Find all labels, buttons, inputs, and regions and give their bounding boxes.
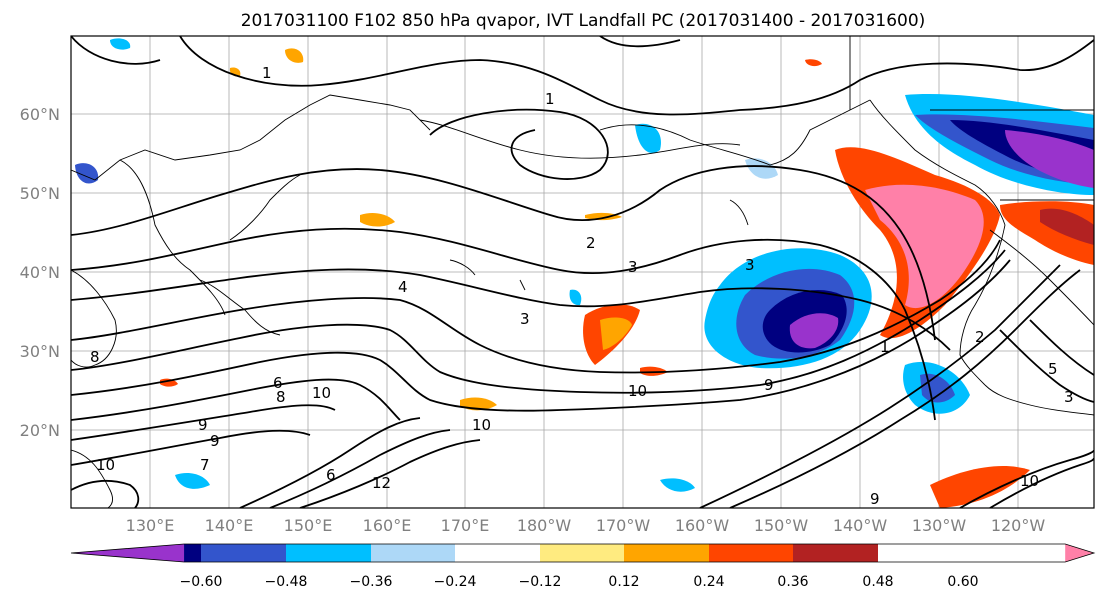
colorbar-tick-label: 0.36 xyxy=(777,574,808,590)
colorbar-arrow-left xyxy=(71,544,185,562)
contour-label: 10 xyxy=(96,456,115,474)
longitude-label: 160°W xyxy=(675,516,730,535)
colorbar-tick-label: −0.36 xyxy=(350,574,393,590)
latitude-labels: 60°N 50°N 40°N 30°N 20°N xyxy=(20,105,60,440)
contour-label: 2 xyxy=(975,328,985,346)
longitude-label: 150°E xyxy=(284,516,333,535)
contour-lines xyxy=(71,36,1094,508)
contour-label: 3 xyxy=(745,256,755,274)
contour-label-group: 1 1 2 3 4 6 8 9 10 10 10 9 3 2 1 12 10 9… xyxy=(90,64,1074,508)
longitude-label: 170°W xyxy=(596,516,651,535)
colorbar-segment xyxy=(371,544,455,562)
contour-label: 5 xyxy=(1048,360,1058,378)
colorbar-segment xyxy=(540,544,624,562)
latitude-label: 30°N xyxy=(20,342,60,361)
latitude-label: 50°N xyxy=(20,184,60,203)
colorbar-segment xyxy=(201,544,286,562)
longitude-label: 140°E xyxy=(205,516,254,535)
colorbar-segment xyxy=(184,544,201,562)
longitude-label: 160°E xyxy=(363,516,412,535)
map-border xyxy=(70,35,1095,509)
longitude-label: 140°W xyxy=(833,516,888,535)
colorbar-arrow-right xyxy=(1065,544,1094,562)
contour-label: 3 xyxy=(520,310,530,328)
colorbar-outline xyxy=(70,543,1096,563)
negative-pc-shading xyxy=(75,38,1094,492)
colorbar-tick-label: −0.24 xyxy=(434,574,477,590)
colorbar-tick-label: 0.60 xyxy=(947,574,978,590)
contour-label: 9 xyxy=(198,416,208,434)
contour-label: 12 xyxy=(372,474,391,492)
colorbar-tick-label: −0.60 xyxy=(180,574,223,590)
longitude-label: 170°E xyxy=(441,516,490,535)
contour-label: 2 xyxy=(586,234,596,252)
contour-label: 1 xyxy=(545,90,555,108)
contour-label: 9 xyxy=(870,490,880,508)
colorbar-tick-label: 0.48 xyxy=(862,574,893,590)
colorbar-tick-label: −0.48 xyxy=(265,574,308,590)
contour-label: 7 xyxy=(200,456,210,474)
colorbar-tick-labels: −0.60 −0.48 −0.36 −0.24 −0.12 0.12 0.24 … xyxy=(180,574,979,590)
colorbar-tick-label: 0.12 xyxy=(608,574,639,590)
contour-label: 8 xyxy=(276,388,286,406)
longitude-label: 120°W xyxy=(991,516,1046,535)
longitude-label: 180°W xyxy=(517,516,572,535)
longitude-label: 130°W xyxy=(912,516,967,535)
map-title: 2017031100 F102 850 hPa qvapor, IVT Land… xyxy=(241,11,926,31)
contour-label: 10 xyxy=(312,384,331,402)
latitude-label: 40°N xyxy=(20,263,60,282)
colorbar xyxy=(70,543,1096,563)
contour-label: 6 xyxy=(273,374,283,392)
contour-label: 9 xyxy=(210,432,220,450)
colorbar-segment xyxy=(286,544,371,562)
positive-pc-shading xyxy=(160,48,1094,508)
longitude-label: 150°W xyxy=(754,516,809,535)
colorbar-segment xyxy=(455,544,540,562)
contour-label: 3 xyxy=(628,258,638,276)
contour-label: 3 xyxy=(1064,388,1074,406)
contour-label: 6 xyxy=(326,466,336,484)
contour-label: 8 xyxy=(90,348,100,366)
colorbar-tick-label: −0.12 xyxy=(519,574,562,590)
contour-label: 10 xyxy=(628,382,647,400)
contour-label: 9 xyxy=(764,376,774,394)
colorbar-segment xyxy=(709,544,793,562)
contour-label: 1 xyxy=(262,64,272,82)
contour-label: 10 xyxy=(472,416,491,434)
contour-label: 4 xyxy=(398,278,408,296)
colorbar-segment xyxy=(624,544,709,562)
longitude-label: 130°E xyxy=(126,516,175,535)
contour-label: 10 xyxy=(1020,472,1039,490)
colorbar-segment xyxy=(793,544,878,562)
longitude-labels: 130°E 140°E 150°E 160°E 170°E 180°W 170°… xyxy=(126,516,1046,535)
latitude-label: 20°N xyxy=(20,421,60,440)
latitude-label: 60°N xyxy=(20,105,60,124)
colorbar-tick-label: 0.24 xyxy=(693,574,724,590)
contour-label: 1 xyxy=(880,338,890,356)
